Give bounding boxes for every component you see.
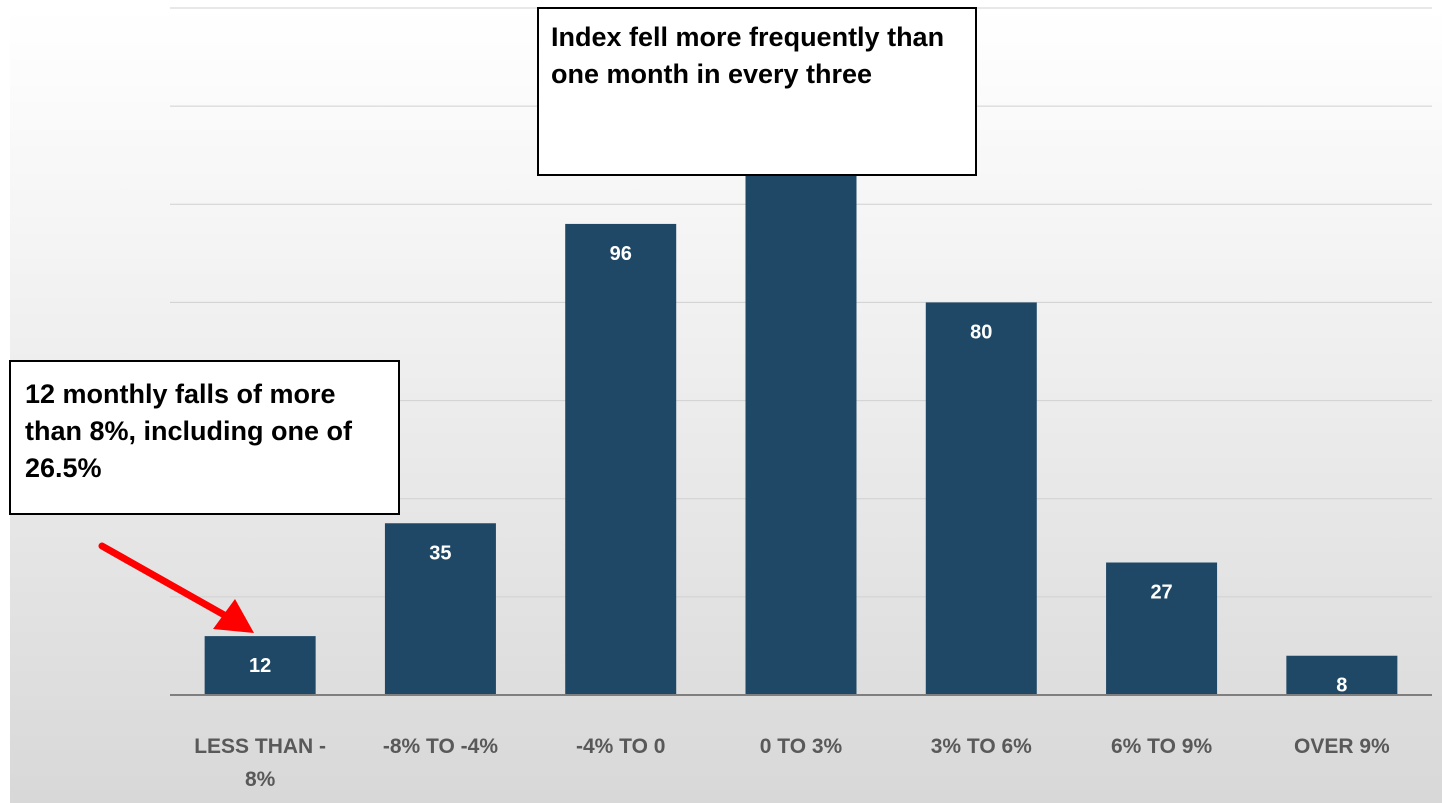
bar-value-label: 27 xyxy=(1150,582,1172,604)
bar-7 xyxy=(1286,655,1398,695)
bar-2 xyxy=(384,523,496,695)
bar-value-label: 35 xyxy=(429,542,451,564)
bar-value-label: 80 xyxy=(970,321,992,343)
bar-6 xyxy=(1106,562,1218,695)
bar-4 xyxy=(745,76,857,695)
bar-value-label: 8 xyxy=(1336,675,1347,697)
top-callout: Index fell more frequently than one mont… xyxy=(537,7,977,176)
bar-1 xyxy=(204,636,316,695)
x-tick-label: -4% TO 0 xyxy=(576,735,665,758)
x-tick-label: -8% TO -4% xyxy=(383,735,498,758)
x-tick-label: OVER 9% xyxy=(1294,735,1390,758)
bar-value-label: 12 xyxy=(249,655,271,677)
x-axis-tick-labels: LESS THAN -8% -8% TO -4% -4% TO 0 0 TO 3% 3%… xyxy=(194,735,1390,791)
x-tick-label: 3% TO 6% xyxy=(931,735,1032,758)
x-tick-label: 0 TO 3% xyxy=(760,735,843,758)
bar-5 xyxy=(925,302,1037,695)
left-callout: 12 monthly falls of more than 8%, includ… xyxy=(9,360,400,515)
bar-3 xyxy=(565,223,677,695)
bar-value-label: 96 xyxy=(610,243,632,265)
x-tick-label: 6% TO 9% xyxy=(1111,735,1212,758)
bars: 12359612680278 xyxy=(204,76,1398,697)
red-arrow-icon xyxy=(98,542,254,633)
x-tick-label: LESS THAN -8% xyxy=(194,735,326,791)
